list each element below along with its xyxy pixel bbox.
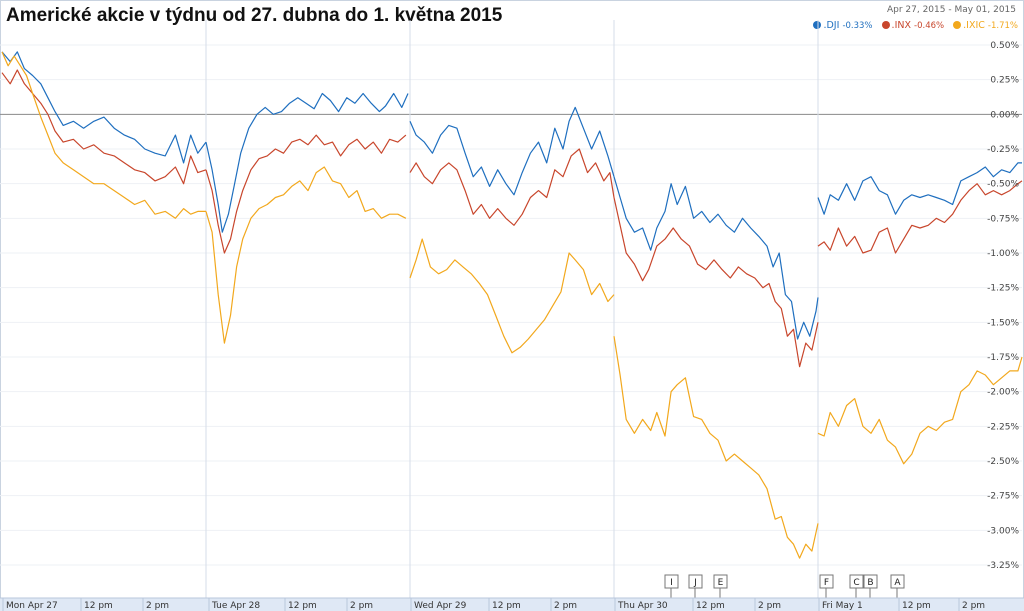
y-tick-label: -2.75% [987,492,1019,502]
gridlines [0,20,1022,598]
x-axis-band [0,598,1024,611]
flag-label: A [894,578,901,588]
y-tick-label: -2.00% [987,388,1019,398]
chart-title: Americké akcie v týdnu od 27. dubna do 1… [6,5,503,26]
series-line-ixic [1,51,206,219]
y-tick-label: -1.00% [987,249,1019,259]
y-tick-label: 0.25% [990,76,1019,86]
series-line-dji [613,176,819,340]
legend-symbol-ixic: .IXIC [963,20,985,31]
series-line-dji [1,51,207,164]
x-tick-label: Wed Apr 29 [414,601,467,611]
x-tick-label: 12 pm [84,601,113,611]
y-tick-label: -3.00% [987,526,1019,536]
legend-item-dji[interactable]: .DJI -0.33% [813,20,873,31]
flag-label: F [824,578,829,588]
series-line-ixic [205,166,407,344]
news-flag[interactable]: A [890,574,905,598]
legend-dot-ixic [953,21,962,29]
y-tick-label: -1.25% [987,284,1019,294]
legend-symbol-dji: .DJI [823,20,840,31]
y-tick-label: -2.25% [987,422,1019,432]
y-tick-label: -2.50% [987,457,1019,467]
flag-box [713,574,728,589]
y-tick-label: -0.25% [987,145,1019,155]
x-tick-label: 2 pm [350,601,373,611]
x-tick-label: Thu Apr 30 [617,601,668,611]
y-tick-label: -1.75% [987,353,1019,363]
x-tick-label: Fri May 1 [822,601,863,611]
legend-item-inx[interactable]: .INX -0.46% [881,20,945,31]
x-tick-label: Mon Apr 27 [6,601,58,611]
x-tick-label: 2 pm [758,601,781,611]
legend-dot-inx [881,21,890,29]
series-line-dji [817,162,1022,215]
news-flag[interactable]: E [713,574,728,598]
flag-label: J [693,578,697,588]
flag-label: B [867,578,873,588]
x-tick-label: Tue Apr 28 [211,601,260,611]
series-line-inx [205,134,407,254]
series-lines [1,51,1023,559]
x-tick-label: 12 pm [902,601,931,611]
series-line-dji [409,106,615,196]
x-tick-label: 2 pm [962,601,985,611]
legend-change-dji: -0.33% [842,21,873,31]
x-tick-label: 12 pm [492,601,521,611]
flag-box [688,574,703,589]
flag-box [890,574,905,589]
series-line-ixic [817,356,1023,465]
series-line-dji [205,92,409,233]
legend-change-ixic: -1.71% [987,21,1018,31]
y-tick-label: -0.50% [987,180,1019,190]
flag-box [664,574,679,589]
series-line-inx [409,148,615,226]
series-line-ixic [409,238,615,354]
x-tick-label: 12 pm [288,601,317,611]
flag-label: I [670,578,673,588]
series-line-inx [1,69,207,185]
legend-change-inx: -0.46% [914,21,945,31]
news-flag[interactable]: J [688,574,703,598]
legend: .DJI -0.33% .INX -0.46% .IXIC -1.71% [807,20,1018,31]
series-line-ixic [613,336,819,559]
y-tick-label: 0.50% [990,41,1019,51]
legend-item-ixic[interactable]: .IXIC -1.71% [953,20,1018,31]
y-tick-label: -1.50% [987,318,1019,328]
y-tick-label: 0.00% [990,110,1019,120]
series-line-inx [817,180,1023,254]
flag-box [849,574,864,589]
x-tick-label: 2 pm [146,601,169,611]
y-tick-label: -0.75% [987,214,1019,224]
flag-label: E [718,578,724,588]
legend-symbol-inx: .INX [891,20,911,31]
y-axis: 0.50% 0.25% 0.00% -0.25% -0.50% -0.75% -1.00% -… [987,41,1019,571]
y-tick-label: -3.25% [987,561,1019,571]
series-line-inx [613,197,819,368]
news-flag[interactable]: B [863,574,878,598]
news-flag[interactable]: C [849,574,864,598]
x-tick-label: 2 pm [554,601,577,611]
x-tick-label: 12 pm [696,601,725,611]
news-flag[interactable]: I [664,574,679,598]
legend-dot-dji [813,21,822,29]
flag-box [819,574,834,589]
x-axis: Mon Apr 27 12 pm 2 pm Tue Apr 28 12 pm 2 pm We… [0,597,1024,611]
flag-box [863,574,878,589]
date-range: Apr 27, 2015 - May 01, 2015 [886,5,1016,15]
news-flag[interactable]: F [819,574,834,598]
flag-label: C [853,578,859,588]
